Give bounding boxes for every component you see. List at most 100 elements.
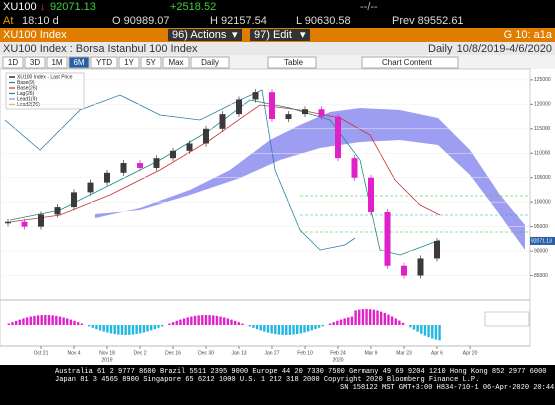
edit-caret[interactable]: ▾ [300, 29, 306, 41]
macd-bar [48, 315, 50, 325]
macd-bar [139, 325, 141, 333]
macd-bar [62, 317, 64, 325]
macd-bar [150, 325, 152, 330]
macd-bar [333, 322, 335, 325]
tab-label[interactable]: Daily [201, 58, 219, 67]
macd-bar [55, 316, 57, 325]
macd-bar [354, 310, 356, 325]
macd-bar [311, 325, 313, 330]
y-tick-label: 100000 [534, 200, 551, 206]
time-info: --/-- [360, 1, 378, 13]
macd-bar [289, 325, 291, 335]
actions-caret[interactable]: ▾ [232, 29, 238, 41]
macd-bar [340, 320, 342, 325]
macd-bar [256, 325, 258, 329]
x-tick-label: Jan 13 [231, 350, 246, 356]
x-tick-label: Nov 4 [67, 350, 80, 356]
macd-bar [117, 325, 119, 335]
candle-body [55, 207, 61, 214]
x-tick-label: Oct 21 [34, 350, 49, 356]
x-tick-label: Dec 2 [133, 350, 146, 356]
macd-bar [219, 317, 221, 325]
open: O 90989.07 [112, 15, 170, 27]
macd-bar [427, 325, 429, 337]
y-tick-label: 120000 [534, 102, 551, 108]
macd-bar [292, 325, 294, 335]
candle-body [368, 178, 374, 212]
macd-bar [391, 316, 393, 325]
macd-bar [270, 325, 272, 333]
tab-label[interactable]: 1Y [124, 58, 134, 67]
tab-label[interactable]: 5Y [146, 58, 156, 67]
candle-body [385, 212, 391, 266]
macd-bar [176, 321, 178, 325]
table-label[interactable]: Table [284, 58, 304, 67]
chart-content-label[interactable]: Chart Content [382, 58, 433, 67]
low: L 90630.58 [296, 15, 351, 27]
candle-body [253, 92, 259, 99]
x-tick-label: Nov 18 [99, 350, 115, 356]
x-tick-label: Jan 27 [264, 350, 279, 356]
footer-line2: Japan 81 3 4565 8900 Singapore 65 6212 1… [55, 376, 479, 384]
macd-bar [420, 325, 422, 334]
tab-label[interactable]: Max [168, 58, 183, 67]
macd-bar [110, 325, 112, 333]
at-label: At [3, 15, 13, 27]
tab-label[interactable]: 1D [8, 58, 18, 67]
edit-label[interactable]: 97) Edit [254, 29, 292, 41]
macd-bar [81, 324, 83, 325]
year-label: 2019 [101, 357, 112, 363]
macd-bar [227, 318, 229, 325]
macd-bar [103, 325, 105, 332]
y-tick-label: 125000 [534, 77, 551, 83]
macd-bar [208, 315, 210, 325]
macd-bar [22, 318, 24, 325]
macd-bar [179, 320, 181, 325]
footer-line1: Australia 61 2 9777 8600 Brazil 5511 239… [55, 368, 546, 376]
macd-bar [387, 315, 389, 325]
macd-bar [15, 321, 17, 325]
macd-bar [187, 317, 189, 325]
macd-bar [154, 325, 156, 329]
candle-body [236, 99, 242, 114]
candle-body [104, 173, 110, 183]
candle-body [434, 241, 440, 258]
tab-label[interactable]: 1M [51, 58, 62, 67]
macd-bar [376, 310, 378, 325]
macd-bar [124, 325, 126, 335]
candle-body [418, 258, 424, 275]
frequency: Daily [428, 43, 453, 55]
high: H 92157.54 [210, 15, 267, 27]
macd-bar [19, 320, 21, 325]
macd-bar [314, 325, 316, 329]
change: +2518.52 [170, 1, 216, 13]
macd-bar [41, 315, 43, 325]
macd-bar [234, 321, 236, 325]
candle-body [137, 163, 143, 168]
tab-label[interactable]: 3D [30, 58, 40, 67]
macd-bar [267, 325, 269, 333]
macd-bar [398, 321, 400, 325]
candle-body [38, 214, 44, 226]
macd-bar [143, 325, 145, 333]
macd-bar [99, 325, 101, 330]
macd-bar [66, 318, 68, 325]
tab-label[interactable]: 6M [73, 58, 84, 67]
macd-bar [416, 325, 418, 332]
candle-body [22, 222, 28, 227]
actions-label[interactable]: 96) Actions [172, 29, 227, 41]
macd-bar [365, 309, 367, 325]
y-tick-label: 85000 [534, 273, 548, 279]
legend-label: Lead2(26) [17, 102, 40, 108]
macd-bar [88, 325, 90, 326]
last-price: 92071.13 [50, 1, 96, 13]
macd-bar [252, 325, 254, 328]
last-price-label: 92071.13 [531, 238, 552, 244]
tab-label[interactable]: YTD [96, 58, 112, 67]
macd-bar [274, 325, 276, 334]
macd-bar [135, 325, 137, 334]
macd-bar [205, 315, 207, 325]
macd-bar [263, 325, 265, 332]
x-tick-label: Dec 16 [165, 350, 181, 356]
